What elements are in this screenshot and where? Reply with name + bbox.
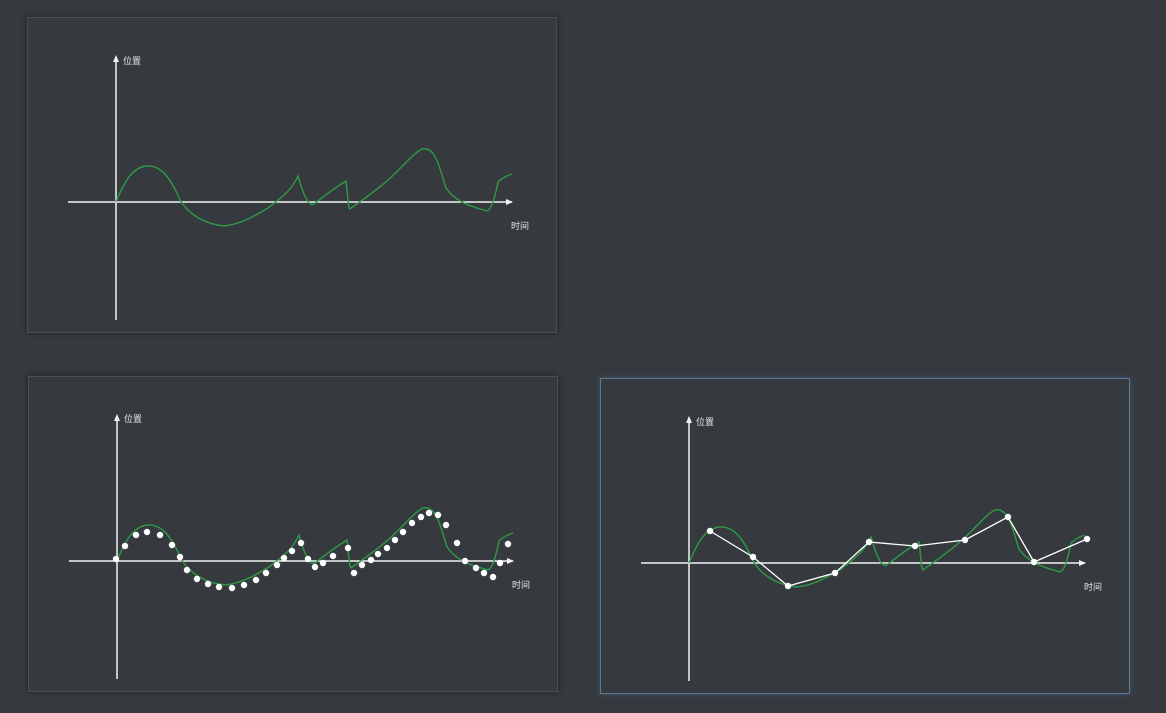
- panel-continuous-signal[interactable]: 位置 时间: [27, 17, 557, 333]
- sample-point: [193, 575, 201, 583]
- sample-point: [383, 544, 391, 552]
- sample-point: [472, 564, 480, 572]
- sample-point: [228, 584, 236, 592]
- diagram-reconstructed: 位置 时间: [641, 416, 1102, 681]
- sample-point: [496, 559, 504, 567]
- keyframe-point: [1030, 558, 1038, 566]
- sample-point: [112, 555, 120, 563]
- x-axis-label: 时间: [1084, 581, 1102, 593]
- y-axis-label: 位置: [696, 416, 714, 428]
- sample-point: [374, 550, 382, 558]
- sample-point: [288, 547, 296, 555]
- keyframe-point: [865, 538, 873, 546]
- signal-curve: [688, 509, 1086, 588]
- y-axis-arrow-icon: [114, 414, 120, 421]
- sample-point: [480, 569, 488, 577]
- signal-curve: [116, 507, 514, 586]
- diagram-sampled: 位置 时间: [69, 413, 530, 679]
- sample-point: [176, 553, 184, 561]
- sample-point: [319, 559, 327, 567]
- keyframe-point: [911, 542, 919, 550]
- sample-point: [156, 531, 164, 539]
- keyframe-point: [784, 582, 792, 590]
- reconstructed-polyline: [709, 516, 1088, 587]
- sample-point: [461, 557, 469, 565]
- keyframe-point: [961, 536, 969, 544]
- signal-curve: [115, 148, 513, 227]
- x-axis-arrow-icon: [507, 558, 514, 564]
- keyframe-point: [706, 527, 714, 535]
- x-axis-arrow-icon: [1079, 560, 1086, 566]
- keyframe-point: [1083, 535, 1091, 543]
- sample-point: [204, 580, 212, 588]
- keyframe-point: [1004, 513, 1012, 521]
- sample-point: [417, 513, 425, 521]
- sample-point: [132, 531, 140, 539]
- sample-point: [425, 509, 433, 517]
- x-axis-label: 时间: [511, 220, 529, 232]
- keyframe-point: [831, 569, 839, 577]
- sample-point: [168, 541, 176, 549]
- sample-point: [262, 569, 270, 577]
- sample-point: [489, 573, 497, 581]
- sample-point: [399, 528, 407, 536]
- y-axis-arrow-icon: [686, 416, 692, 423]
- x-axis-label: 时间: [512, 579, 530, 591]
- sample-point: [304, 555, 312, 563]
- y-axis-arrow-icon: [113, 55, 119, 62]
- sample-point: [408, 519, 416, 527]
- sample-point: [329, 552, 337, 560]
- sample-point: [391, 536, 399, 544]
- sample-point: [350, 569, 358, 577]
- y-axis-label: 位置: [123, 55, 141, 67]
- sample-point: [121, 542, 129, 550]
- sample-point: [273, 561, 281, 569]
- sample-point: [252, 576, 260, 584]
- x-axis-arrow-icon: [506, 199, 513, 205]
- sample-point: [311, 563, 319, 571]
- y-axis-label: 位置: [124, 413, 142, 425]
- sample-point: [358, 561, 366, 569]
- sample-point: [280, 554, 288, 562]
- sample-point: [434, 511, 442, 519]
- sample-point: [143, 528, 151, 536]
- sample-point: [504, 540, 512, 548]
- sample-point: [240, 581, 248, 589]
- panel-sampled-signal[interactable]: 位置 时间: [28, 376, 558, 692]
- sample-point: [442, 521, 450, 529]
- panel-reconstructed-signal[interactable]: 位置 时间: [600, 378, 1130, 694]
- sample-point: [344, 544, 352, 552]
- sample-point: [215, 583, 223, 591]
- keyframe-point: [749, 553, 757, 561]
- sample-point: [183, 566, 191, 574]
- sample-point: [367, 556, 375, 564]
- sample-point: [453, 539, 461, 547]
- sample-point: [297, 539, 305, 547]
- diagram-continuous: 位置 时间: [68, 55, 529, 320]
